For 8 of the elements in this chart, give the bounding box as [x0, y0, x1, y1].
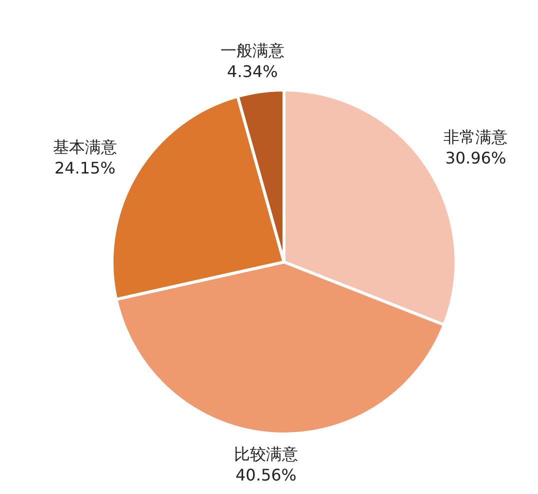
data-label: 30.96%: [445, 148, 506, 168]
slice-label: 基本满意: [52, 138, 117, 157]
slice-label: 一般满意: [220, 40, 284, 60]
data-label: 24.15%: [54, 158, 116, 178]
slice-label: 比较满意: [234, 444, 298, 464]
data-label: 4.34%: [227, 62, 278, 81]
slice-label: 非常满意: [444, 128, 508, 147]
data-label: 40.56%: [236, 465, 297, 484]
